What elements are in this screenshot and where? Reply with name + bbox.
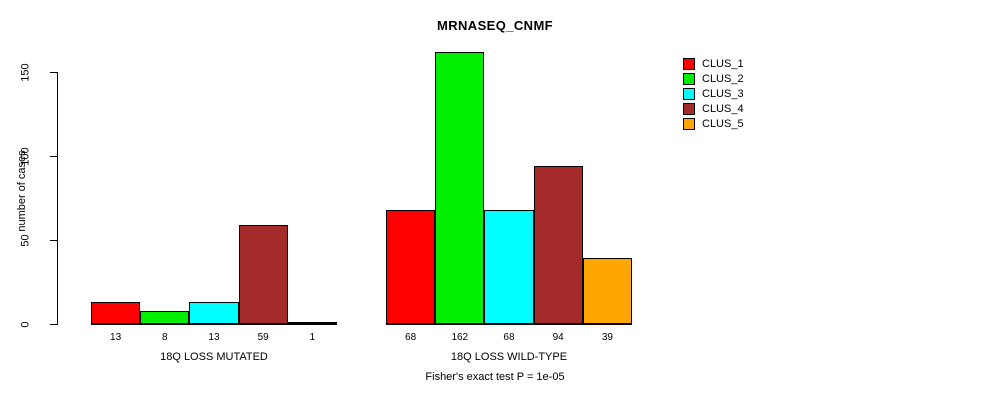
bar-value-label: 13 xyxy=(110,332,122,343)
y-axis-line xyxy=(57,72,58,325)
y-axis-tick xyxy=(50,323,57,325)
x-axis-line xyxy=(386,324,632,325)
bar-value-label: 1 xyxy=(309,332,316,343)
x-axis-line xyxy=(91,324,337,325)
y-axis-tick-label: 150 xyxy=(19,63,32,82)
plot-area: 0 50 100 150 number of cases 13 8 13 59 1 18Q LO… xyxy=(16,51,632,363)
bar-value-label: 8 xyxy=(162,332,168,343)
legend-item-clus_1[interactable]: CLUS_1 xyxy=(683,56,843,71)
bar-value-label: 13 xyxy=(208,332,220,343)
y-axis-tick xyxy=(50,71,57,73)
y-axis-tick xyxy=(50,239,57,241)
legend-item-clus_2[interactable]: CLUS_2 xyxy=(683,71,843,86)
legend-item-label: CLUS_2 xyxy=(702,72,744,85)
bar-value-label: 39 xyxy=(601,332,613,343)
bar-clus_5[interactable] xyxy=(287,322,337,325)
bar-value-label: 68 xyxy=(405,332,417,343)
chart-title: MRNASEQ_CNMF xyxy=(436,18,554,33)
legend-swatch-icon xyxy=(683,117,695,130)
legend-item-clus_4[interactable]: CLUS_4 xyxy=(683,101,843,116)
legend-item-label: CLUS_3 xyxy=(702,87,744,100)
bar-clus_3[interactable] xyxy=(484,209,534,324)
bar-clus_4[interactable] xyxy=(533,166,583,324)
legend-item-label: CLUS_1 xyxy=(702,57,744,70)
y-axis-tick xyxy=(50,155,57,157)
bar-clus_3[interactable] xyxy=(189,302,239,324)
legend-swatch-icon xyxy=(683,87,695,100)
bar-value-label: 59 xyxy=(257,332,269,343)
legend-item-clus_5[interactable]: CLUS_5 xyxy=(683,116,843,131)
bar-clus_1[interactable] xyxy=(91,302,141,324)
legend-swatch-icon xyxy=(683,72,695,85)
legend-swatch-icon xyxy=(683,102,695,115)
x-axis-group-label: 18Q LOSS WILD-TYPE xyxy=(450,351,568,363)
x-axis-group-label: 18Q LOSS MUTATED xyxy=(160,351,268,363)
legend-item-label: CLUS_5 xyxy=(702,117,744,130)
footnote-text: Fisher's exact test P = 1e-05 xyxy=(425,371,565,383)
bar-clus_1[interactable] xyxy=(386,209,436,324)
legend-item-clus_3[interactable]: CLUS_3 xyxy=(683,86,843,101)
bar-clus_2[interactable] xyxy=(435,51,485,324)
y-axis-title: number of cases xyxy=(16,150,28,232)
bar-value-label: 94 xyxy=(552,332,564,343)
bar-value-label: 68 xyxy=(503,332,515,343)
y-axis-tick-label: 0 xyxy=(19,321,32,328)
legend-swatch-icon xyxy=(683,57,695,70)
bar-clus_4[interactable] xyxy=(238,224,288,324)
bar-clus_5[interactable] xyxy=(582,258,632,324)
bar-clus_2[interactable] xyxy=(140,310,190,324)
legend-item-label: CLUS_4 xyxy=(702,102,744,115)
chart-legend: CLUS_1 CLUS_2 CLUS_3 CLUS_4 CLUS_5 xyxy=(683,56,843,131)
bar-value-label: 162 xyxy=(451,332,469,343)
